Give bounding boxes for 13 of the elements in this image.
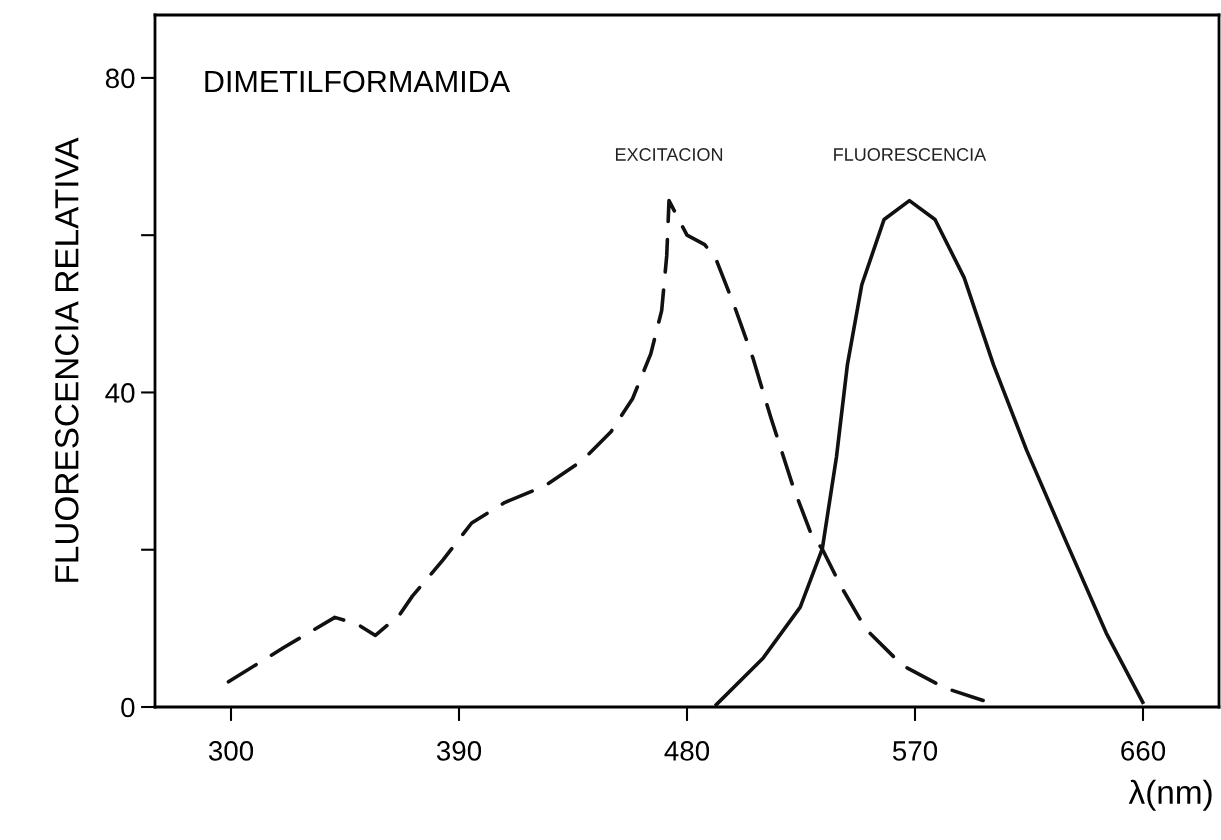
y-axis-title: FLUORESCENCIA RELATIVA xyxy=(55,137,79,582)
text: EXCITACION xyxy=(615,148,723,161)
y-tick-label: 0 xyxy=(121,697,135,718)
text: DIMETILFORMAMIDA xyxy=(205,70,511,93)
y-tick-label: 40 xyxy=(105,383,135,403)
x-tick-label: 570 xyxy=(892,741,938,761)
x-tick-label: 660 xyxy=(1121,741,1166,761)
x-tick-label: 480 xyxy=(664,741,710,761)
text: FLUORESCENCIA xyxy=(834,148,987,161)
x-axis-title: λ(nm) xyxy=(1128,779,1212,811)
x-tick-label: 300 xyxy=(208,741,254,761)
y-tick-label: 80 xyxy=(105,68,135,89)
x-tick-label: 390 xyxy=(436,741,482,761)
